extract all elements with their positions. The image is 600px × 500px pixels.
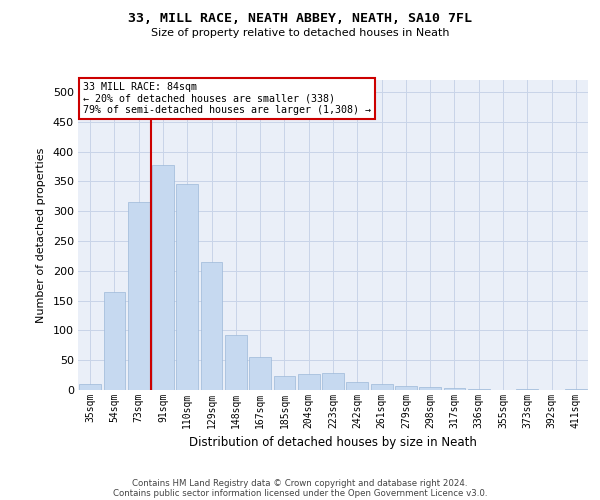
Bar — [371, 384, 392, 390]
Bar — [346, 382, 368, 390]
Text: Contains public sector information licensed under the Open Government Licence v3: Contains public sector information licen… — [113, 488, 487, 498]
Bar — [443, 388, 466, 390]
Bar — [225, 334, 247, 390]
Bar — [419, 387, 441, 390]
Bar — [200, 262, 223, 390]
Bar — [249, 357, 271, 390]
Y-axis label: Number of detached properties: Number of detached properties — [36, 148, 46, 322]
Bar — [298, 374, 320, 390]
Bar — [395, 386, 417, 390]
Bar — [176, 184, 198, 390]
Text: 33, MILL RACE, NEATH ABBEY, NEATH, SA10 7FL: 33, MILL RACE, NEATH ABBEY, NEATH, SA10 … — [128, 12, 472, 26]
X-axis label: Distribution of detached houses by size in Neath: Distribution of detached houses by size … — [189, 436, 477, 450]
Bar — [322, 372, 344, 390]
Bar — [274, 376, 295, 390]
Bar — [104, 292, 125, 390]
Bar — [152, 164, 174, 390]
Text: Contains HM Land Registry data © Crown copyright and database right 2024.: Contains HM Land Registry data © Crown c… — [132, 478, 468, 488]
Bar — [128, 202, 149, 390]
Text: 33 MILL RACE: 84sqm
← 20% of detached houses are smaller (338)
79% of semi-detac: 33 MILL RACE: 84sqm ← 20% of detached ho… — [83, 82, 371, 115]
Bar — [79, 384, 101, 390]
Text: Size of property relative to detached houses in Neath: Size of property relative to detached ho… — [151, 28, 449, 38]
